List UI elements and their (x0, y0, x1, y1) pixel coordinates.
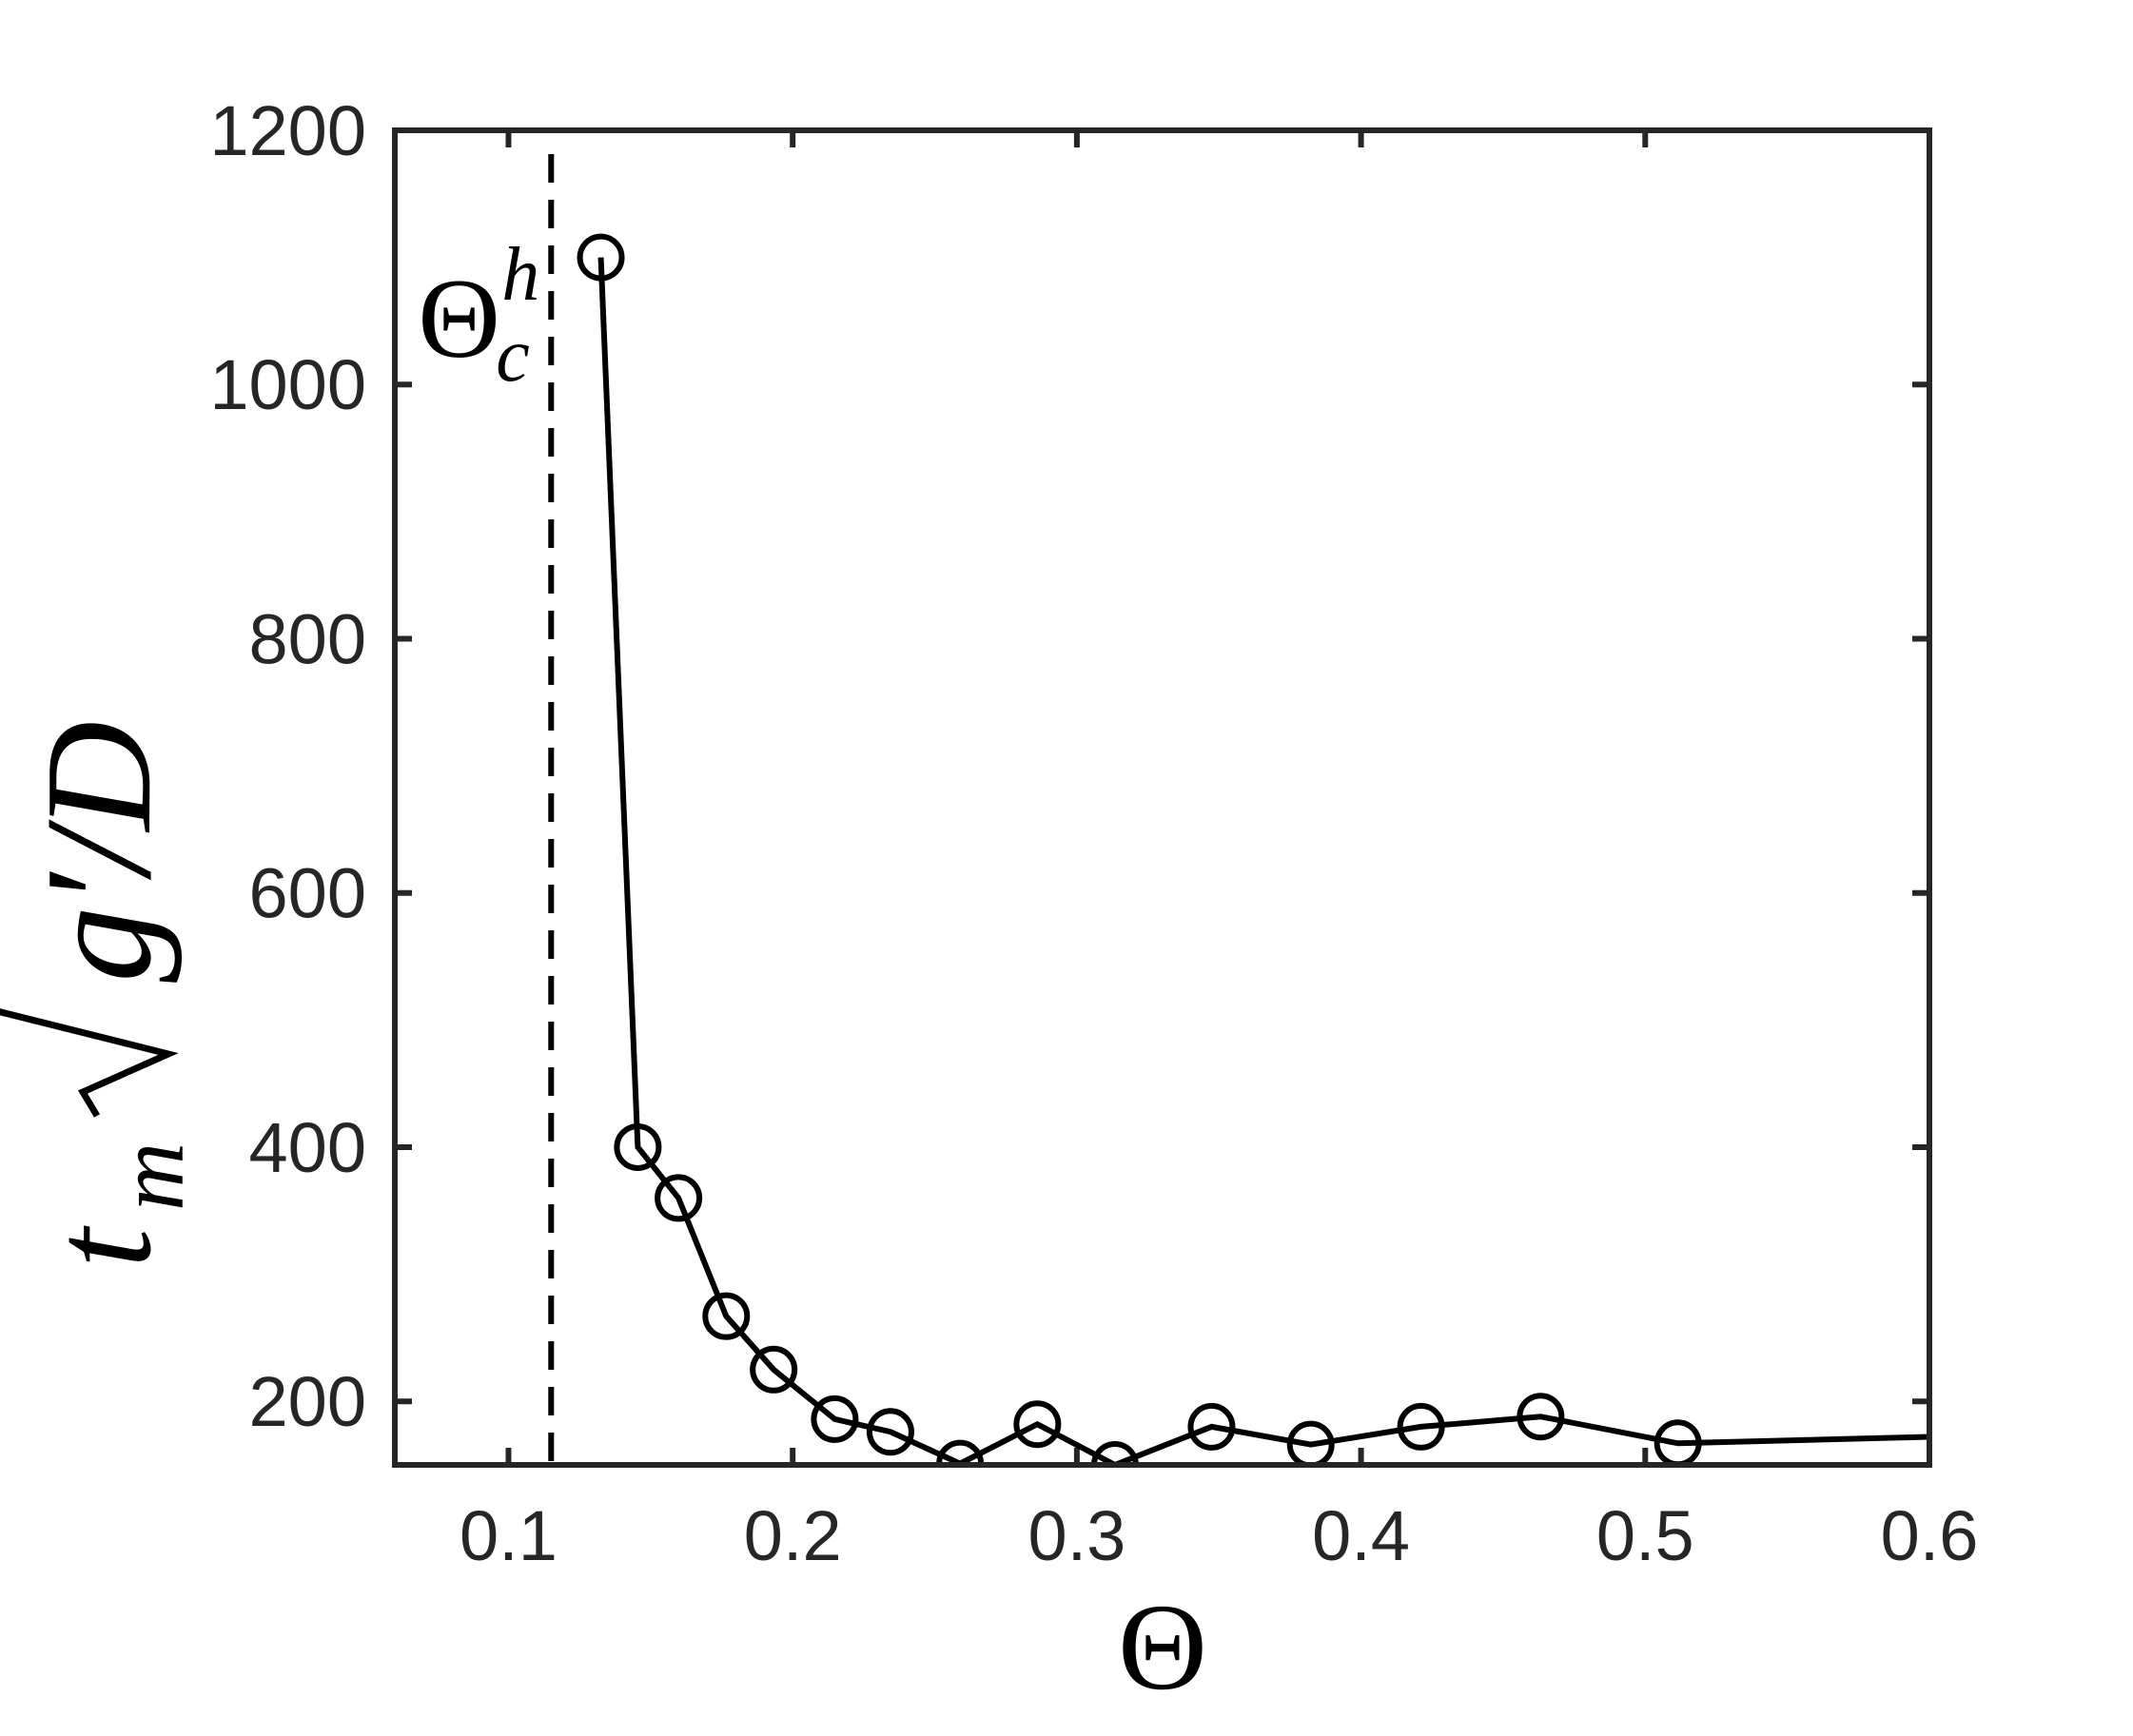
y-axis-label: t m g′/D (0, 331, 204, 1268)
y-tick-label: 400 (249, 1108, 366, 1187)
x-tick-label: 0.1 (460, 1496, 558, 1575)
data-point (1286, 1420, 1335, 1465)
data-point (866, 1408, 914, 1456)
y-label-base: t (23, 1225, 181, 1268)
data-point (1187, 1402, 1236, 1451)
data-point (614, 1122, 662, 1171)
plot-frame (392, 127, 1932, 1468)
y-tick-label: 1000 (209, 345, 366, 424)
radical-sign (0, 331, 179, 1118)
data-line (597, 257, 1929, 1465)
annotation-base: Θ (418, 255, 500, 381)
data-point (1090, 1441, 1139, 1465)
y-tick-label: 800 (249, 599, 366, 678)
annotation: Θ c h (418, 233, 539, 398)
y-tick-label: 200 (249, 1362, 366, 1441)
data-point (577, 233, 625, 282)
annotation-subscript: c (496, 314, 530, 398)
x-axis-label: Θ (1118, 1579, 1207, 1716)
data-point (750, 1345, 798, 1394)
x-tick-label: 0.3 (1027, 1496, 1125, 1575)
x-tick-label: 0.6 (1881, 1496, 1979, 1575)
data-point (655, 1174, 703, 1222)
data-point (1517, 1393, 1565, 1441)
plot-area (577, 233, 2092, 1465)
data-point (1013, 1400, 1062, 1449)
x-tick-label: 0.5 (1596, 1496, 1694, 1575)
data-point (1397, 1402, 1445, 1451)
data-point (702, 1292, 751, 1340)
y-tick-label: 600 (249, 854, 366, 933)
y-tick-label: 1200 (209, 91, 366, 170)
x-tick-label: 0.4 (1312, 1496, 1410, 1575)
x-tick-label: 0.2 (744, 1496, 842, 1575)
y-label-subscript: m (98, 1142, 204, 1211)
y-label-radicand: g′/D (13, 721, 183, 983)
annotation-superscript: h (501, 233, 539, 317)
data-point (811, 1395, 859, 1443)
data-point (2050, 1413, 2092, 1454)
